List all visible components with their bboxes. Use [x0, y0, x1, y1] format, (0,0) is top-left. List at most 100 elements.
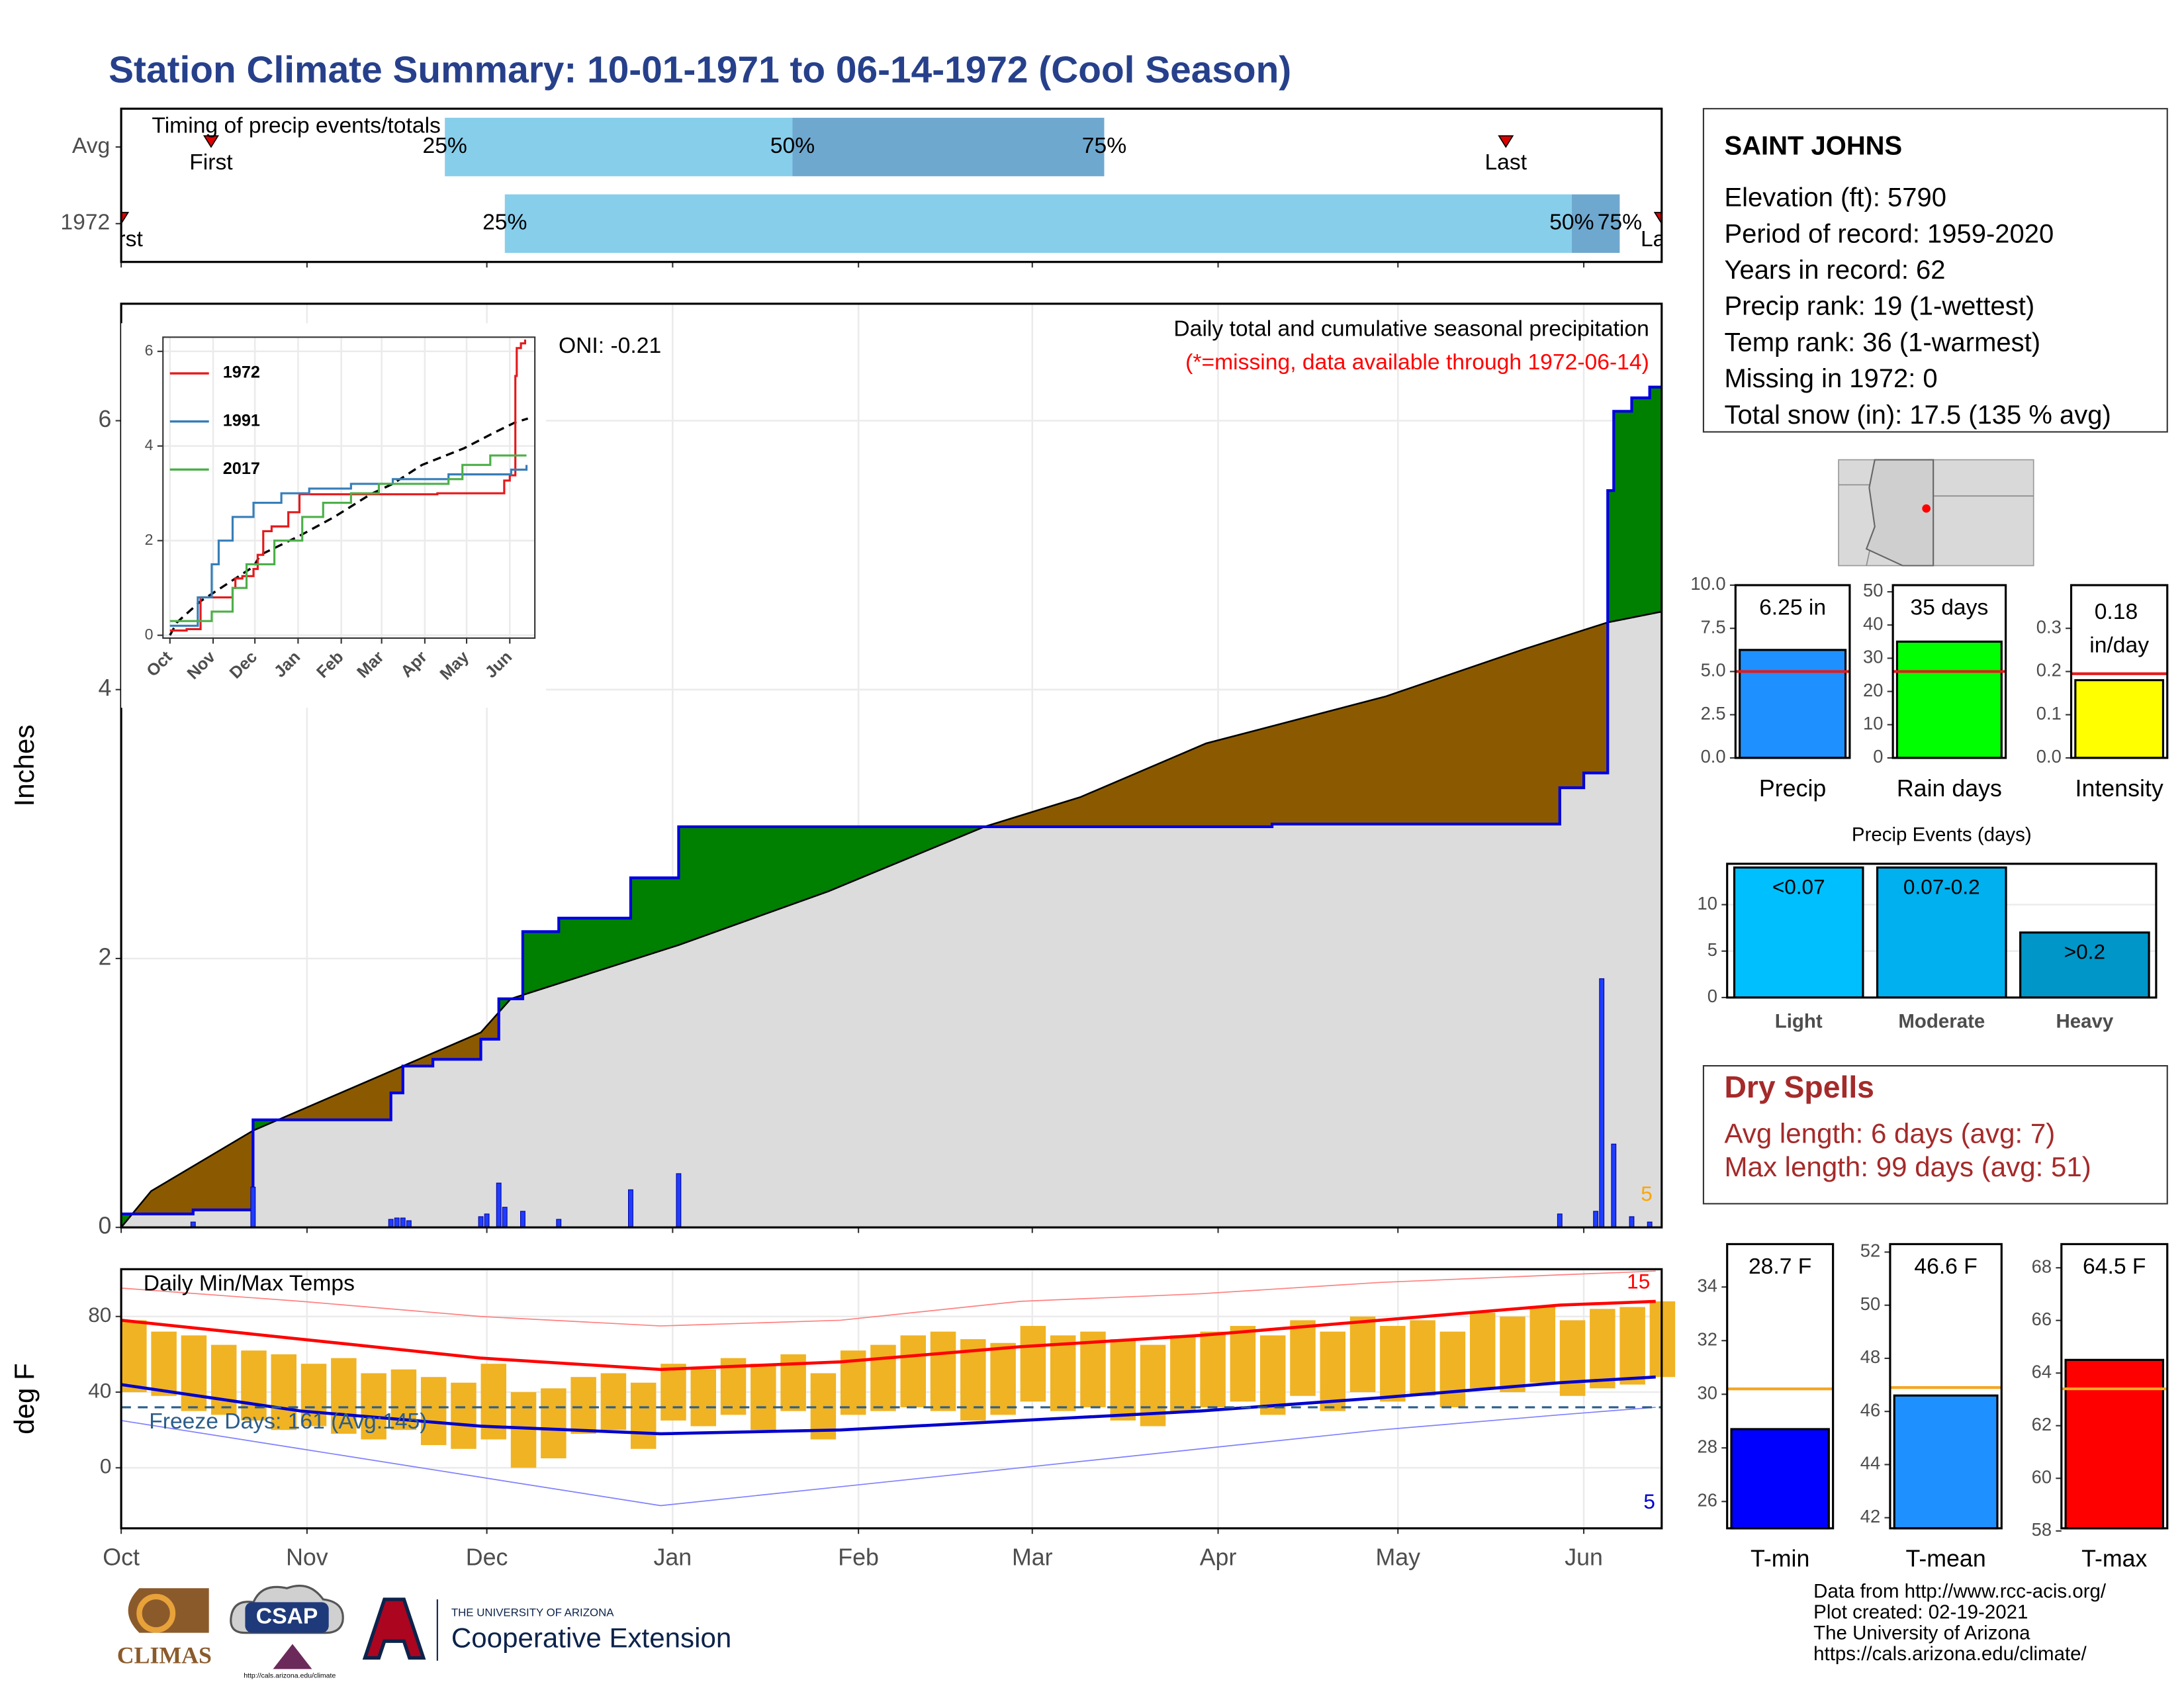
daily-bar [502, 1207, 508, 1228]
temp-bar [300, 1364, 327, 1427]
temp-bar [1320, 1331, 1346, 1411]
daily-bar [1599, 978, 1605, 1228]
annotation: 5 [1641, 1182, 1653, 1205]
category-label: Heavy [2056, 1011, 2113, 1033]
y-tick-label: 66 [2032, 1309, 2052, 1329]
y-tick-label: 0 [1707, 986, 1717, 1006]
category-label: Rain days [1897, 775, 2002, 802]
temp-bar [900, 1335, 927, 1407]
temp-bar [1529, 1307, 1556, 1383]
event-label: First [189, 150, 233, 175]
daily-bar [1629, 1216, 1635, 1228]
dry-spell-line: Max length: 99 days (avg: 51) [1724, 1151, 2091, 1182]
quartile-bar [792, 117, 1105, 177]
event-label: Last [1641, 227, 1683, 252]
quartile-bar [445, 117, 793, 177]
x-tick-label: Feb [838, 1544, 879, 1571]
temp-bar [930, 1331, 956, 1411]
y-tick-label: 32 [1698, 1329, 1717, 1349]
temp-bar [181, 1335, 207, 1411]
y-tick-label: 0.3 [2036, 616, 2062, 637]
temp-bar [1439, 1331, 1466, 1407]
daily-bar [520, 1211, 525, 1228]
y-axis-title: Inches [9, 725, 40, 807]
y-tick-label: 40 [88, 1378, 111, 1402]
temp-bar [1469, 1313, 1496, 1389]
bar [2064, 1358, 2165, 1530]
quartile-bar [504, 194, 1572, 254]
y-tick-label: 20 [1863, 680, 1883, 700]
y-tick-label: 42 [1860, 1506, 1880, 1526]
temp-bar [1200, 1331, 1226, 1407]
temp-bar [1559, 1320, 1586, 1396]
climas-logo-sun [136, 1593, 176, 1633]
temp-bar [121, 1320, 147, 1393]
y-tick-label: 0 [1873, 746, 1883, 767]
temp-bar [1230, 1326, 1256, 1402]
plot-frame [2070, 584, 2169, 759]
temp-bar [1020, 1326, 1046, 1402]
temp-bar [1170, 1335, 1196, 1411]
y-tick-label: 62 [2032, 1414, 2052, 1434]
csap-mountain [273, 1644, 312, 1669]
y-tick-label: 6 [145, 342, 154, 359]
event-label: First [99, 227, 143, 252]
daily-bar [478, 1216, 484, 1228]
event-marker [1653, 212, 1662, 225]
row-label: 1972 [60, 211, 110, 235]
y-tick-label: 80 [88, 1303, 111, 1327]
extension-text: Cooperative Extension [451, 1622, 731, 1653]
freeze-label: Freeze Days: 161 (Avg:145) [149, 1409, 427, 1434]
bar-label: <0.07 [1772, 874, 1825, 898]
bar [1733, 866, 1864, 999]
event-marker [121, 212, 130, 225]
station-line: Elevation (ft): 5790 [1724, 183, 1946, 212]
legend-label: 1972 [223, 363, 260, 382]
quartile-label: 50% [1549, 211, 1594, 235]
daily-bar [400, 1217, 406, 1228]
value-label: 6.25 in [1759, 596, 1826, 620]
ua-text: THE UNIVERSITY OF ARIZONA [451, 1607, 614, 1619]
station-name: SAINT JOHNS [1724, 132, 1902, 161]
value-label: 46.6 F [1914, 1254, 1977, 1279]
temp-bar [271, 1354, 297, 1430]
y-tick-label: 52 [1860, 1241, 1880, 1261]
y-tick-label: 6 [98, 406, 111, 432]
x-tick-label: Oct [103, 1544, 140, 1571]
x-tick-label: Nov [286, 1544, 328, 1571]
y-tick-label: 46 [1860, 1399, 1880, 1420]
temp-bar [1590, 1309, 1615, 1389]
dry-spell-box [1702, 1064, 2168, 1205]
temp-bar [990, 1342, 1016, 1415]
x-tick-label: Apr [1200, 1544, 1237, 1571]
temp-line [120, 1299, 1656, 1372]
value-label: 35 days [1910, 596, 1988, 620]
temp-bar [1349, 1316, 1376, 1393]
y-tick-label: 10 [1698, 893, 1717, 914]
temp-bar [1410, 1320, 1435, 1396]
y-tick-label: 34 [1698, 1275, 1717, 1295]
y-tick-label: 0.1 [2036, 703, 2062, 724]
temp-bar [1290, 1320, 1316, 1396]
category-label: Moderate [1898, 1011, 1985, 1033]
plot-frame [1726, 1243, 1835, 1530]
y-tick-label: 28 [1698, 1436, 1717, 1456]
y-tick-label: 10 [1863, 713, 1883, 733]
footer-line: https://cals.arizona.edu/climate/ [1813, 1643, 2087, 1665]
y-tick-label: 0 [100, 1454, 112, 1478]
quartile-label: 50% [770, 134, 815, 158]
plot-frame [2060, 1243, 2169, 1530]
station-line: Period of record: 1959-2020 [1724, 219, 2054, 248]
y-tick-label: 7.5 [1701, 616, 1726, 637]
temp-bar [241, 1350, 267, 1421]
y-tick-label: 4 [145, 436, 154, 453]
y-tick-label: 40 [1863, 613, 1883, 633]
csap-badge [245, 1602, 329, 1633]
daily-bar [388, 1219, 394, 1228]
plot-frame [120, 1268, 1663, 1530]
y-tick-label: 30 [1863, 647, 1883, 667]
temp-bar [600, 1373, 627, 1430]
temp-bar [1380, 1326, 1406, 1402]
temp-bar [690, 1369, 717, 1427]
